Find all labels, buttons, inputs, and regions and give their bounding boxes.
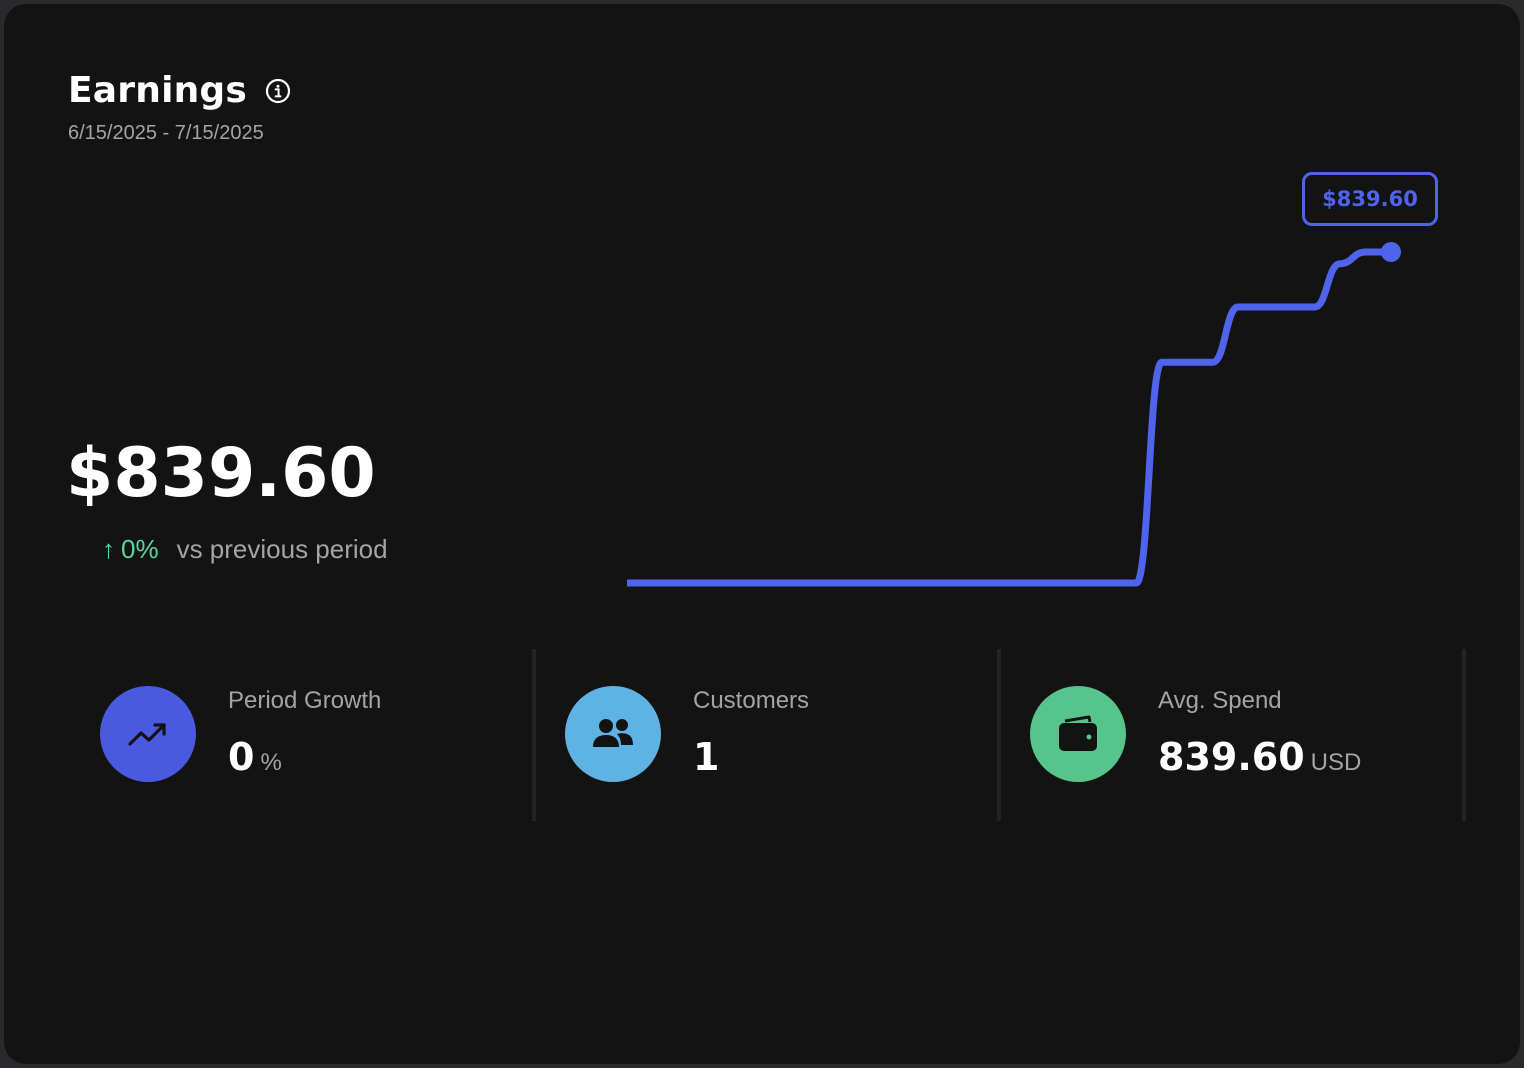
stat-unit: USD	[1310, 749, 1362, 776]
info-circle-icon[interactable]	[265, 78, 291, 104]
stat-value-row: 839.60 USD	[1158, 735, 1361, 779]
earnings-card: Earnings 6/15/2025 - 7/15/2025 $839.60 ↑…	[4, 4, 1520, 1064]
chart-end-point[interactable]	[1381, 242, 1401, 262]
stat-divider	[997, 649, 1001, 821]
total-earnings: $839.60	[66, 434, 376, 513]
stat-period-growth: Period Growth 0%	[100, 649, 536, 821]
stat-unit: %	[260, 749, 282, 776]
stat-label: Avg. Spend	[1158, 687, 1282, 714]
stat-label: Period Growth	[228, 687, 382, 714]
stat-value-row: 1	[693, 735, 719, 779]
period-comparison: ↑ 0% vs previous period	[102, 534, 388, 565]
date-range: 6/15/2025 - 7/15/2025	[68, 122, 264, 144]
stat-value: 839.60	[1158, 735, 1305, 779]
stats-row: Period Growth 0% Customers 1	[4, 649, 1520, 821]
stat-divider	[532, 649, 536, 821]
page-title: Earnings	[68, 70, 248, 111]
stat-value: 1	[693, 735, 720, 779]
stat-divider	[1462, 649, 1466, 821]
trending-up-icon	[100, 686, 196, 782]
earnings-line-chart	[627, 242, 1401, 587]
users-icon	[565, 686, 661, 782]
header: Earnings	[68, 70, 291, 111]
chart-series-line	[627, 248, 1391, 587]
stat-label: Customers	[693, 687, 810, 714]
chart-value-label: $839.60	[1302, 172, 1438, 226]
stat-avg-spend: Avg. Spend 839.60 USD	[1030, 649, 1466, 821]
change-label: vs previous period	[176, 534, 388, 564]
change-percent: 0%	[121, 534, 159, 564]
wallet-icon	[1030, 686, 1126, 782]
stat-value: 0	[228, 735, 255, 779]
arrow-up-icon: ↑	[102, 534, 115, 564]
stat-value-row: 0%	[228, 735, 282, 779]
stat-customers: Customers 1	[565, 649, 1001, 821]
